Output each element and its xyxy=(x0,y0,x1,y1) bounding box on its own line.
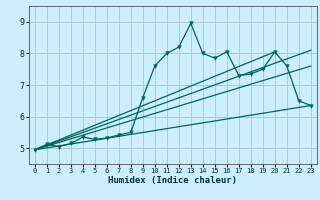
X-axis label: Humidex (Indice chaleur): Humidex (Indice chaleur) xyxy=(108,176,237,185)
